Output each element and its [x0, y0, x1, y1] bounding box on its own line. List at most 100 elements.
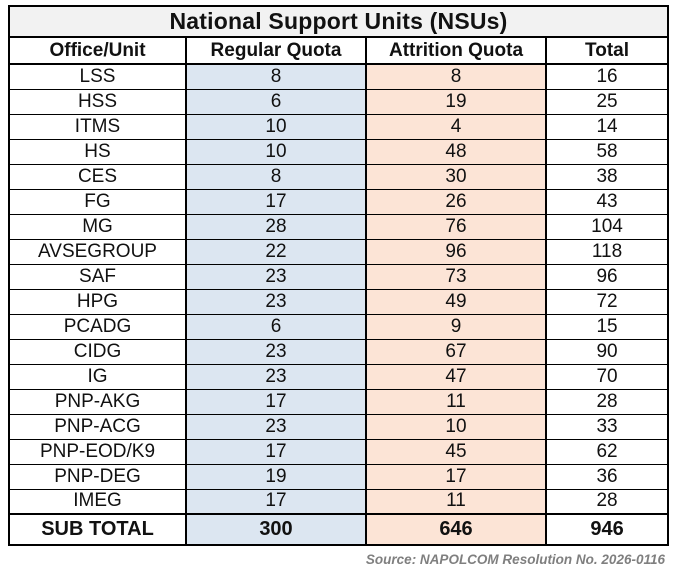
total-cell: 118: [544, 238, 670, 265]
header-row: Office/Unit Regular Quota Attrition Quot…: [8, 36, 670, 65]
regular-quota-cell: 23: [185, 338, 367, 365]
regular-quota-cell: 28: [185, 213, 367, 240]
unit-name-cell: IMEG: [8, 488, 187, 515]
unit-name-cell: HS: [8, 138, 187, 165]
regular-quota-cell: 10: [185, 113, 367, 140]
nsu-quota-table: National Support Units (NSUs) Office/Uni…: [7, 5, 670, 546]
table-row: IG 23 47 70: [8, 363, 670, 390]
total-cell: 14: [544, 113, 670, 140]
regular-quota-cell: 6: [185, 88, 367, 115]
table-row: PNP-ACG 23 10 33: [8, 413, 670, 440]
table-row: PNP-DEG 19 17 36: [8, 463, 670, 490]
attrition-quota-cell: 26: [365, 188, 547, 215]
regular-quota-cell: 22: [185, 238, 367, 265]
total-cell: 33: [544, 413, 670, 440]
unit-name-cell: CES: [8, 163, 187, 190]
regular-quota-cell: 17: [185, 488, 367, 515]
total-cell: 96: [544, 263, 670, 290]
unit-name-cell: SAF: [8, 263, 187, 290]
unit-name-cell: PNP-AKG: [8, 388, 187, 415]
subtotal-total: 946: [544, 513, 670, 546]
attrition-quota-cell: 10: [365, 413, 547, 440]
title-row: National Support Units (NSUs): [7, 5, 670, 38]
regular-quota-cell: 23: [185, 413, 367, 440]
table-row: HPG 23 49 72: [8, 288, 670, 315]
unit-name-cell: FG: [8, 188, 187, 215]
table-row: HSS 6 19 25: [8, 88, 670, 115]
regular-quota-cell: 19: [185, 463, 367, 490]
table-row: PNP-AKG 17 11 28: [8, 388, 670, 415]
regular-quota-cell: 6: [185, 313, 367, 340]
subtotal-label: SUB TOTAL: [8, 513, 187, 546]
attrition-quota-cell: 4: [365, 113, 547, 140]
attrition-quota-cell: 48: [365, 138, 547, 165]
attrition-quota-cell: 17: [365, 463, 547, 490]
total-cell: 36: [544, 463, 670, 490]
column-header-total: Total: [544, 36, 670, 65]
regular-quota-cell: 17: [185, 388, 367, 415]
table-row: ITMS 10 4 14: [8, 113, 670, 140]
regular-quota-cell: 10: [185, 138, 367, 165]
table-row: LSS 8 8 16: [8, 63, 670, 90]
total-cell: 38: [544, 163, 670, 190]
unit-name-cell: PNP-DEG: [8, 463, 187, 490]
table-row: AVSEGROUP 22 96 118: [8, 238, 670, 265]
attrition-quota-cell: 67: [365, 338, 547, 365]
table-row: HS 10 48 58: [8, 138, 670, 165]
unit-name-cell: ITMS: [8, 113, 187, 140]
total-cell: 28: [544, 488, 670, 515]
attrition-quota-cell: 76: [365, 213, 547, 240]
table-body: LSS 8 8 16 HSS 6 19 25 ITMS 10 4 14 HS 10 48 58 CES 8 30 38…: [8, 63, 670, 515]
regular-quota-cell: 23: [185, 363, 367, 390]
total-cell: 28: [544, 388, 670, 415]
table-row: IMEG 17 11 28: [8, 488, 670, 515]
total-cell: 62: [544, 438, 670, 465]
attrition-quota-cell: 30: [365, 163, 547, 190]
column-header-office-unit: Office/Unit: [8, 36, 187, 65]
unit-name-cell: LSS: [8, 63, 187, 90]
unit-name-cell: MG: [8, 213, 187, 240]
attrition-quota-cell: 9: [365, 313, 547, 340]
source-citation: Source: NAPOLCOM Resolution No. 2026-011…: [365, 552, 665, 567]
regular-quota-cell: 23: [185, 288, 367, 315]
attrition-quota-cell: 73: [365, 263, 547, 290]
table-row: MG 28 76 104: [8, 213, 670, 240]
total-cell: 16: [544, 63, 670, 90]
unit-name-cell: PNP-EOD/K9: [8, 438, 187, 465]
unit-name-cell: HSS: [8, 88, 187, 115]
subtotal-attrition-quota: 646: [365, 513, 547, 546]
total-cell: 90: [544, 338, 670, 365]
attrition-quota-cell: 96: [365, 238, 547, 265]
regular-quota-cell: 8: [185, 163, 367, 190]
attrition-quota-cell: 8: [365, 63, 547, 90]
regular-quota-cell: 17: [185, 438, 367, 465]
subtotal-row: SUB TOTAL 300 646 946: [8, 513, 670, 546]
unit-name-cell: IG: [8, 363, 187, 390]
unit-name-cell: AVSEGROUP: [8, 238, 187, 265]
table-row: PNP-EOD/K9 17 45 62: [8, 438, 670, 465]
unit-name-cell: HPG: [8, 288, 187, 315]
total-cell: 15: [544, 313, 670, 340]
total-cell: 104: [544, 213, 670, 240]
total-cell: 70: [544, 363, 670, 390]
regular-quota-cell: 17: [185, 188, 367, 215]
total-cell: 58: [544, 138, 670, 165]
column-header-attrition-quota: Attrition Quota: [365, 36, 547, 65]
attrition-quota-cell: 45: [365, 438, 547, 465]
attrition-quota-cell: 11: [365, 488, 547, 515]
table-row: FG 17 26 43: [8, 188, 670, 215]
table-row: CES 8 30 38: [8, 163, 670, 190]
subtotal-regular-quota: 300: [185, 513, 367, 546]
table-title: National Support Units (NSUs): [7, 5, 670, 38]
attrition-quota-cell: 47: [365, 363, 547, 390]
total-cell: 43: [544, 188, 670, 215]
regular-quota-cell: 8: [185, 63, 367, 90]
attrition-quota-cell: 19: [365, 88, 547, 115]
attrition-quota-cell: 11: [365, 388, 547, 415]
unit-name-cell: PNP-ACG: [8, 413, 187, 440]
total-cell: 72: [544, 288, 670, 315]
table-row: SAF 23 73 96: [8, 263, 670, 290]
attrition-quota-cell: 49: [365, 288, 547, 315]
column-header-regular-quota: Regular Quota: [185, 36, 367, 65]
